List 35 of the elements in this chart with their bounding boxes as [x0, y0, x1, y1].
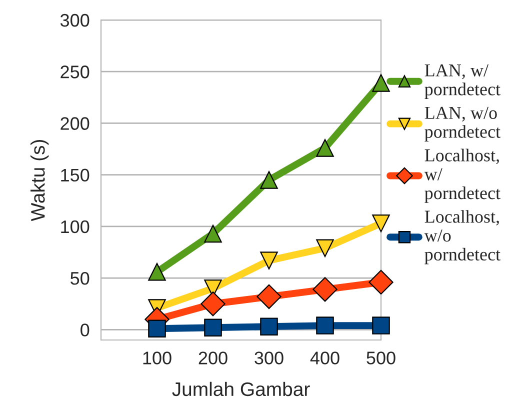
- point: [260, 252, 278, 270]
- point: [312, 277, 338, 302]
- y-tick-label: 50: [70, 272, 90, 285]
- legend-label: LAN, w/ porndetect: [424, 64, 500, 100]
- legend-label: Localhost, w/ porndetect: [424, 148, 500, 203]
- y-tick-label: 250: [60, 66, 90, 78]
- x-tick-label: 400: [310, 352, 340, 364]
- x-tick-label: 300: [254, 352, 284, 364]
- point: [316, 239, 334, 258]
- legend-label: Localhost, w/o porndetect: [424, 210, 500, 264]
- point: [372, 316, 390, 334]
- point: [204, 224, 222, 243]
- point: [372, 214, 390, 232]
- x-tick-label: 100: [143, 352, 172, 364]
- point: [316, 139, 334, 157]
- x-tick-label: 200: [198, 352, 228, 364]
- point: [260, 318, 278, 336]
- y-axis-title: Waktu (s): [30, 140, 49, 222]
- point: [260, 171, 278, 189]
- legend-label: LAN, w/o porndetect: [424, 106, 500, 142]
- point: [200, 292, 226, 316]
- x-tick-label: 500: [366, 352, 396, 364]
- point: [368, 270, 394, 295]
- y-tick-label: 150: [61, 168, 90, 182]
- point: [316, 316, 334, 334]
- y-tick-label: 200: [60, 117, 90, 130]
- point: [204, 318, 222, 336]
- point: [148, 262, 166, 281]
- point: [372, 74, 390, 92]
- point: [148, 320, 166, 338]
- y-tick-label: 300: [60, 14, 90, 27]
- y-tick-label: 0: [80, 324, 90, 336]
- y-tick-label: 100: [61, 220, 90, 234]
- x-axis-title: Jumlah Gambar: [172, 382, 310, 396]
- point: [256, 284, 282, 309]
